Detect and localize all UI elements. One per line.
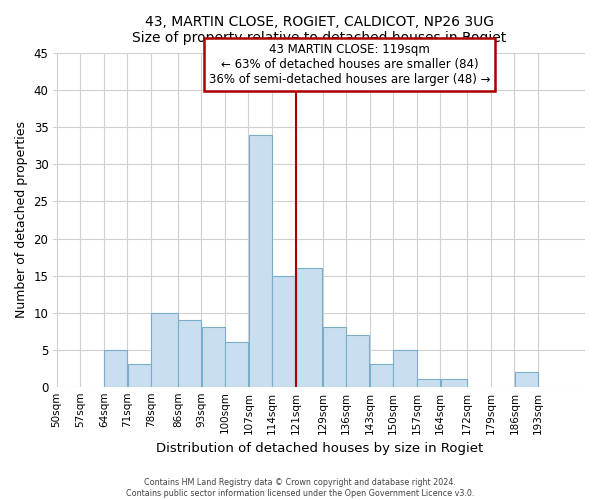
Bar [225, 342, 248, 386]
Bar [440, 380, 467, 386]
Bar [151, 312, 178, 386]
Bar [249, 135, 272, 386]
Bar [178, 320, 201, 386]
Bar [370, 364, 393, 386]
Title: 43, MARTIN CLOSE, ROGIET, CALDICOT, NP26 3UG
Size of property relative to detach: 43, MARTIN CLOSE, ROGIET, CALDICOT, NP26… [132, 15, 506, 45]
Bar [202, 328, 224, 386]
Text: Contains HM Land Registry data © Crown copyright and database right 2024.
Contai: Contains HM Land Registry data © Crown c… [126, 478, 474, 498]
Bar [296, 268, 322, 386]
Bar [128, 364, 151, 386]
Bar [346, 335, 370, 386]
Bar [417, 380, 440, 386]
Y-axis label: Number of detached properties: Number of detached properties [15, 122, 28, 318]
Bar [104, 350, 127, 387]
Bar [515, 372, 538, 386]
Bar [394, 350, 416, 387]
Bar [323, 328, 346, 386]
Bar [272, 276, 295, 386]
Text: 43 MARTIN CLOSE: 119sqm
← 63% of detached houses are smaller (84)
36% of semi-de: 43 MARTIN CLOSE: 119sqm ← 63% of detache… [209, 43, 490, 86]
X-axis label: Distribution of detached houses by size in Rogiet: Distribution of detached houses by size … [155, 442, 483, 455]
